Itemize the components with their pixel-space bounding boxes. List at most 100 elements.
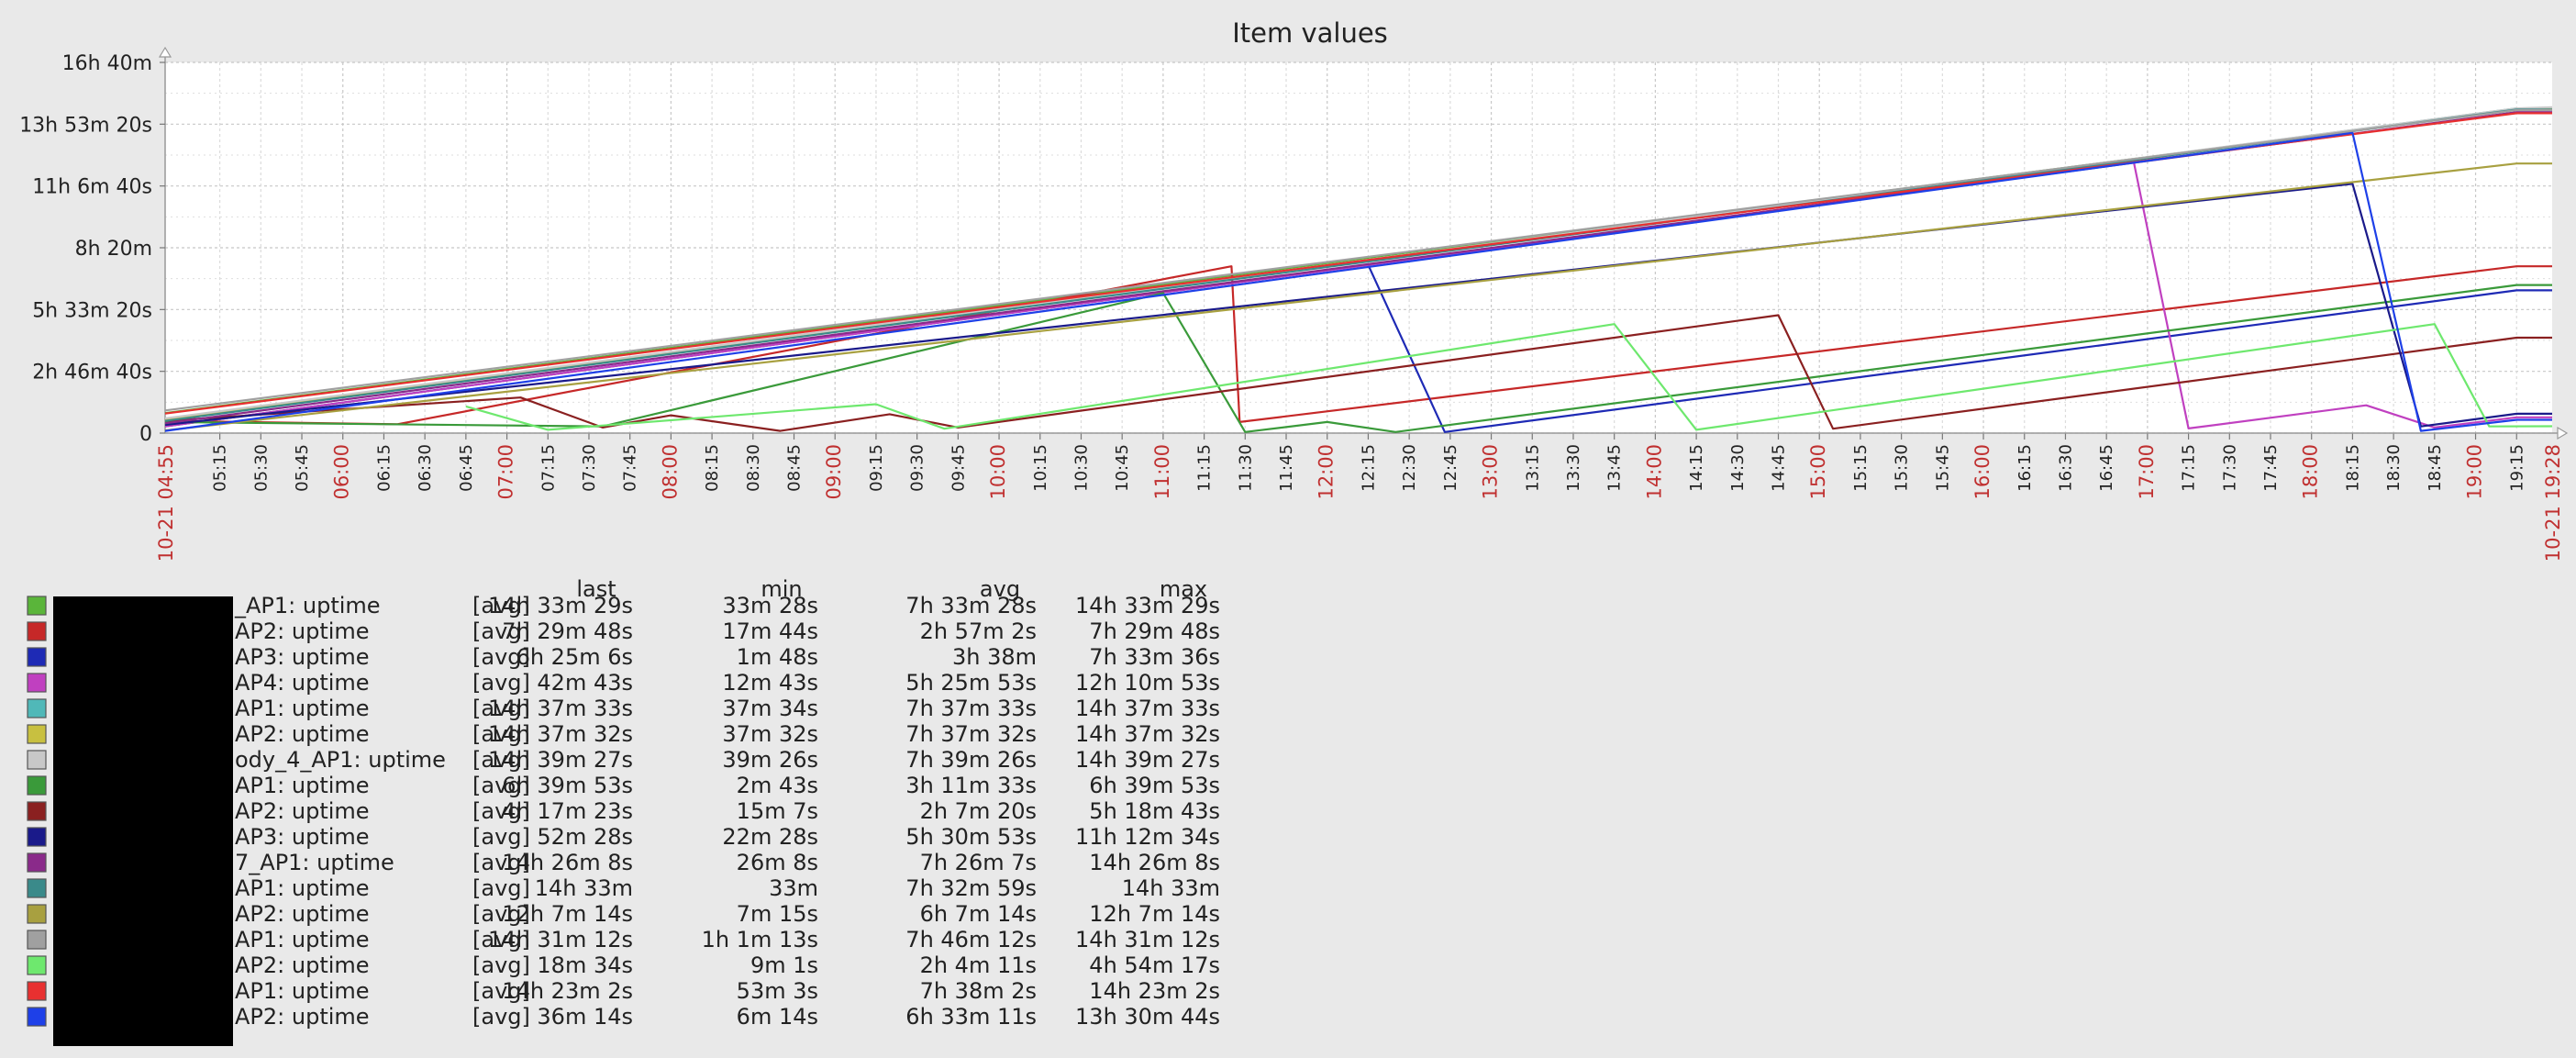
legend-value-avg: 7h 39m 26s	[905, 747, 1037, 773]
legend-value-last: 52m 28s	[537, 824, 633, 850]
legend-value-min: 7m 15s	[737, 901, 818, 927]
legend-item-func: [avg]	[472, 1004, 530, 1030]
axes	[158, 46, 2569, 440]
legend-value-min: 12m 43s	[722, 670, 818, 696]
legend-value-avg: 2h 4m 11s	[920, 952, 1037, 978]
grid	[165, 61, 2552, 434]
legend-value-max: 12h 7m 14s	[1089, 901, 1220, 927]
axis-labels: 0 2h 46m 40s 5h 33m 20s 8h 20m 11h 6m 40s 13h…	[19, 52, 2564, 562]
x-tick-label: 07:15	[539, 444, 558, 492]
legend-value-max: 14h 31m 12s	[1075, 927, 1220, 952]
x-tick-label: 10:00	[987, 444, 1009, 500]
legend-value-min: 22m 28s	[722, 824, 818, 850]
x-tick-label: 15:45	[1933, 444, 1952, 492]
legend-row: AP2: uptime [avg]14h 37m 32s 37m 32s 7h 37m…	[27, 721, 1220, 747]
y-tick-label: 8h 20m	[75, 238, 152, 261]
x-tick-label: 19:15	[2507, 444, 2526, 492]
legend-row: AP1: uptime [avg]14h 23m 2s 53m 3s 7h 38m 2…	[27, 978, 1220, 1004]
x-tick-label: 11:15	[1195, 444, 1215, 492]
x-tick-label: 12:15	[1359, 444, 1378, 492]
x-tick-label: 09:00	[823, 444, 845, 500]
legend-value-last: 4h 17m 23s	[502, 798, 633, 824]
legend-value-max: 11h 12m 34s	[1075, 824, 1220, 850]
legend-row: AP4: uptime [avg] 42m 43s 12m 43s 5h 25m 53s…	[27, 670, 1220, 696]
legend-swatch	[27, 801, 47, 821]
x-tick-label: 14:45	[1770, 444, 1789, 492]
x-tick-label: 15:15	[1851, 444, 1871, 492]
chart-title: Item values	[1232, 17, 1388, 49]
legend-item-name: 7_AP1: uptime	[235, 850, 394, 875]
x-tick-label: 19:00	[2464, 444, 2486, 500]
series-line-8	[164, 284, 2552, 433]
redacted-block	[53, 596, 233, 1046]
x-tick-label: 08:00	[659, 444, 681, 500]
legend-item-name: _AP1: uptime	[234, 593, 381, 618]
x-tick-label: 13:15	[1523, 444, 1542, 492]
legend-value-avg: 7h 26m 7s	[920, 850, 1037, 875]
x-tick-label: 11:45	[1277, 444, 1296, 492]
legend-item-func: [avg]	[472, 721, 530, 747]
legend-swatch	[27, 930, 47, 950]
legend-item-func: [avg]	[472, 824, 530, 850]
legend-value-avg: 3h 11m 33s	[905, 773, 1037, 798]
legend-swatch	[27, 904, 47, 924]
x-tick-label: 07:45	[621, 444, 640, 492]
legend-item-func: [avg]	[472, 618, 530, 644]
legend-item-func: [avg]	[472, 747, 530, 773]
legend-value-last: 12h 7m 14s	[502, 901, 633, 927]
legend-value-avg: 5h 25m 53s	[905, 670, 1037, 696]
legend-value-avg: 7h 38m 2s	[920, 978, 1037, 1004]
legend-item-name: AP2: uptime	[235, 952, 370, 978]
legend-swatch	[27, 750, 47, 770]
legend-item-name: AP2: uptime	[235, 901, 370, 927]
legend-value-last: 14h 23m 2s	[502, 978, 633, 1004]
legend-item-name: AP3: uptime	[235, 824, 370, 850]
x-tick-label: 06:30	[416, 444, 435, 492]
legend-value-last: 14h 37m 32s	[488, 721, 633, 747]
legend-value-avg: 7h 37m 32s	[905, 721, 1037, 747]
x-tick-label: 08:15	[703, 444, 722, 492]
legend-item-name: AP1: uptime	[235, 978, 370, 1004]
x-tick-label: 16:45	[2097, 444, 2116, 492]
legend-swatch	[27, 621, 47, 641]
legend-value-max: 14h 33m 29s	[1075, 593, 1220, 618]
legend-header-min: min	[761, 576, 802, 602]
legend-value-last: 18m 34s	[537, 952, 633, 978]
legend-value-avg: 7h 37m 33s	[905, 696, 1037, 721]
legend-swatch	[27, 775, 47, 796]
legend-swatch	[27, 724, 47, 744]
legend-row: AP2: uptime [avg] 18m 34s 9m 1s 2h 4m 11s 4h …	[27, 952, 1220, 978]
legend-item-name: AP1: uptime	[235, 927, 370, 952]
y-tick-label: 2h 46m 40s	[32, 362, 152, 384]
legend-item-name: AP3: uptime	[235, 644, 370, 670]
legend-item-func: [avg]	[472, 901, 530, 927]
x-tick-label: 16:30	[2056, 444, 2075, 492]
legend-value-avg: 6h 33m 11s	[905, 1004, 1037, 1030]
legend-swatch	[27, 878, 47, 898]
legend-header-last: last	[576, 576, 616, 602]
legend-row: AP1: uptime [avg] 14h 33m 33m 7h 32m 59s 14h …	[27, 875, 1220, 901]
legend-item-name: AP2: uptime	[235, 721, 370, 747]
legend-item-func: [avg]	[472, 850, 530, 875]
legend-value-min: 26m 8s	[737, 850, 818, 875]
x-tick-label: 09:45	[949, 444, 968, 492]
x-tick-label: 08:30	[744, 444, 763, 492]
x-tick-label: 16:00	[1971, 444, 1993, 500]
x-tick-label: 05:45	[293, 444, 312, 492]
legend-swatch	[27, 852, 47, 873]
x-tick-label: 15:00	[1807, 444, 1829, 500]
legend-value-last: 14h 26m 8s	[502, 850, 633, 875]
legend-value-last: 14h 31m 12s	[488, 927, 633, 952]
legend-row: AP2: uptime [avg]12h 7m 14s 7m 15s 6h 7m 14…	[27, 901, 1220, 927]
legend-value-max: 14h 23m 2s	[1089, 978, 1220, 1004]
legend-item-func: [avg]	[472, 670, 530, 696]
x-tick-label: 17:00	[2136, 444, 2158, 500]
legend-value-max: 7h 33m 36s	[1089, 644, 1220, 670]
y-tick-label: 13h 53m 20s	[19, 114, 152, 137]
x-tick-label: 18:00	[2300, 444, 2322, 500]
legend-value-max: 6h 39m 53s	[1089, 773, 1220, 798]
legend-value-min: 53m 3s	[737, 978, 818, 1004]
legend-value-last: 6h 39m 53s	[502, 773, 633, 798]
legend-row: AP3: uptime [avg]6h 25m 6s 1m 48s 3h 38m 7h …	[27, 644, 1220, 670]
